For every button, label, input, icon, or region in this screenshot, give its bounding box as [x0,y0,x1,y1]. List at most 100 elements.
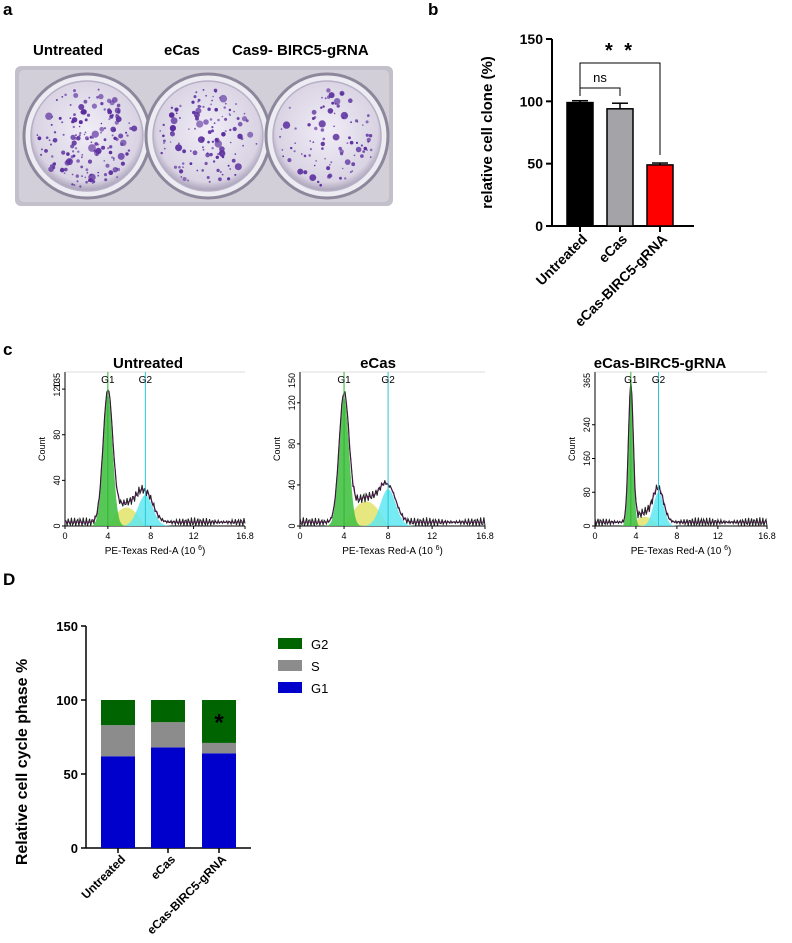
x-tick-label: Untreated [79,852,129,902]
colony-dot [233,110,235,113]
colony-dot [331,101,335,105]
colony-dot [182,177,187,181]
colony-dot [116,176,119,179]
colony-dot [80,109,86,115]
colony-dot [210,103,213,106]
colony-dot [112,167,119,173]
y-tick-label: 50 [527,156,543,172]
colony-dot [321,147,324,150]
bar-2 [646,164,674,227]
colony-dot [243,112,246,115]
y-tick-label: 100 [520,93,544,109]
colony-dot [224,102,227,105]
legend-label-g2: G2 [311,637,328,652]
colony-dot [318,120,326,128]
colony-dot [322,137,326,141]
y-tick-label: 100 [56,693,78,708]
ns-bracket [579,87,621,96]
colony-dot [94,150,100,157]
y-tick-label: 40 [287,480,297,490]
x-axis-title-close: ) [202,546,205,557]
y-tick-label: 0 [535,218,543,234]
colony-dot [195,114,198,118]
colony-dot [349,140,354,145]
colony-dot [58,116,62,120]
colony-dot [178,117,181,119]
colony-dot [162,123,165,127]
colony-dot [366,149,368,151]
colony-dot [287,158,292,163]
segment-g2 [101,700,135,726]
colony-dot [103,138,107,142]
colony-dot [79,132,82,135]
colony-dot [297,168,304,175]
segment-s [202,742,236,754]
colony-dot [163,139,166,143]
colony-dot [228,108,232,112]
g2-gate-label: G2 [381,375,395,386]
colony-dot [224,130,227,133]
well-ecas [144,72,272,200]
colony-dot [110,126,116,133]
colony-dot [94,142,98,146]
colony-dot [73,184,76,186]
colony-dot [182,162,185,165]
colony-dot [170,106,174,109]
colony-dot [131,125,138,132]
colony-dot [182,149,187,154]
colony-dot [92,182,94,184]
colony-dot [240,137,244,141]
x-tick-label: 12 [427,531,437,541]
colony-dot [201,139,204,141]
colony-dot [216,168,220,173]
colony-dot [241,116,248,122]
y-tick-label: 120 [287,395,297,410]
y-tick-label: 0 [71,841,78,856]
x-tick-label: eCas [595,231,630,266]
colony-dot [50,123,53,126]
x-tick-label: 12 [189,531,199,541]
colony-dot [309,174,317,181]
colony-dot [193,95,197,99]
colony-dot [61,150,66,155]
colony-dot [175,144,183,152]
colony-dot [229,141,232,144]
colony-dot [97,143,100,146]
colony-dot [369,156,372,158]
x-tick-label: 0 [297,531,302,541]
colony-dot [98,93,104,100]
colony-dot [348,136,351,140]
colony-dot [89,135,93,139]
colony-dot [113,159,115,161]
colony-dot [290,146,293,150]
colony-dot [50,143,52,146]
x-axis-title-close: ) [728,546,731,557]
colony-dot [301,153,303,155]
colony-dot [355,146,362,153]
colony-dot [220,154,223,157]
colony-dot [242,144,245,147]
colony-dot [71,120,75,124]
y-tick-label: 50 [64,767,78,782]
colony-dot [197,98,201,102]
colony-dot [344,177,347,180]
colony-dot [214,140,222,148]
colony-dot [85,180,88,184]
colony-dot [175,112,178,115]
colony-dot [78,120,83,125]
y-axis-title: Relative cell cycle phase % [14,659,31,865]
colony-dot [201,169,204,172]
colony-dot [100,131,102,134]
colony-dot [37,136,42,141]
colony-dot [72,125,75,129]
well-label-ecas: eCas [164,42,200,59]
colony-dot [223,106,226,109]
x-axis-title-close: ) [439,546,442,557]
colony-dot [247,131,254,138]
colony-dot [127,149,131,152]
well-untreated [22,72,152,200]
x-tick-label: 4 [342,531,347,541]
legend-swatch-g1 [278,682,302,693]
x-axis-title-main: PE-Texas Red-A (10 [342,546,435,557]
